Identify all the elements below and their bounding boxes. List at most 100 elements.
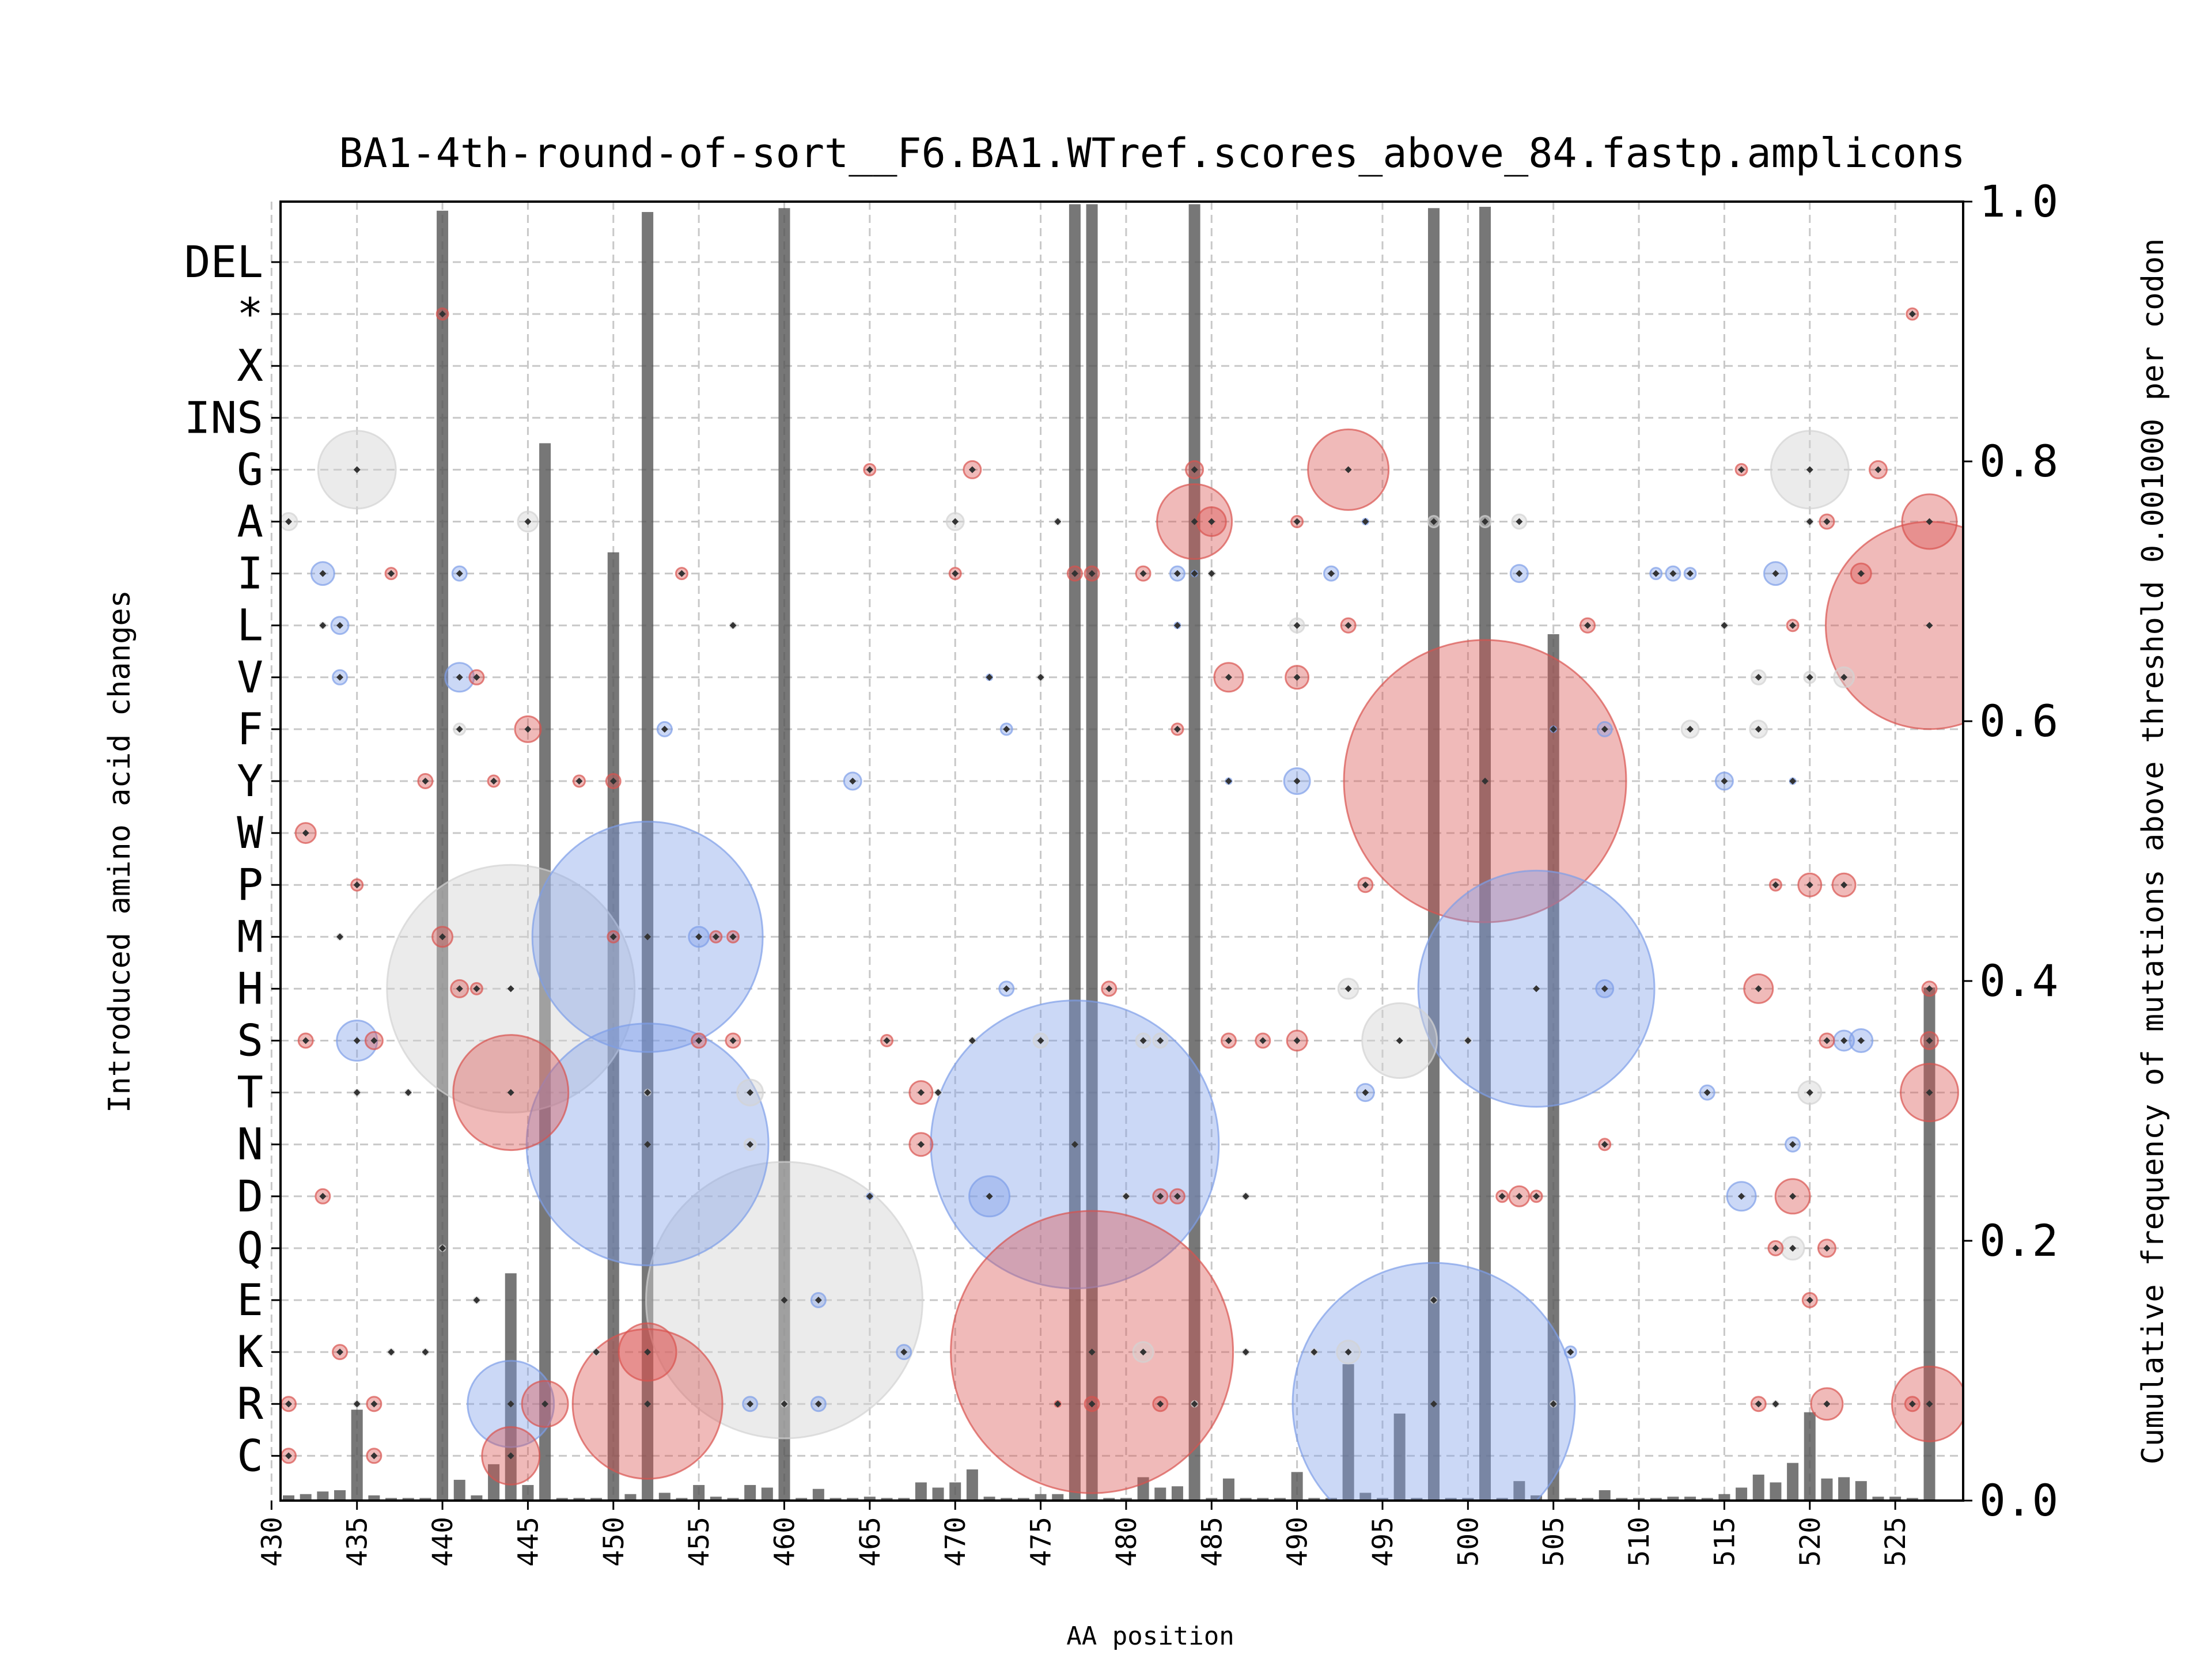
- mutation-dot: [1054, 1400, 1062, 1408]
- frequency-bar: [847, 1498, 859, 1501]
- mutation-dot: [1173, 725, 1181, 733]
- mutation-dot: [319, 1192, 327, 1200]
- frequency-bar: [676, 1498, 688, 1501]
- mutation-dot: [370, 1452, 378, 1460]
- frequency-bar: [642, 212, 654, 1501]
- x-tick-label: 500: [1452, 1517, 1484, 1567]
- mutation-dot: [747, 1141, 754, 1148]
- y-tick-label: Y: [237, 755, 263, 806]
- x-tick-label: 485: [1196, 1517, 1228, 1567]
- frequency-bar: [693, 1484, 705, 1501]
- mutation-dot: [1738, 466, 1745, 474]
- frequency-bar: [812, 1488, 824, 1501]
- mutation-dot: [1225, 1037, 1232, 1044]
- mutation-dot: [1926, 518, 1933, 525]
- mutation-dot: [507, 1400, 514, 1408]
- y-tick-label: X: [237, 340, 263, 391]
- frequency-bar: [915, 1482, 927, 1501]
- mutation-dot: [1293, 1037, 1301, 1044]
- mutation-dot: [1806, 1297, 1813, 1304]
- mutation-dot: [1430, 518, 1438, 525]
- mutation-dot: [524, 518, 532, 525]
- frequency-bar: [1188, 204, 1200, 1501]
- frequency-bar: [1240, 1498, 1252, 1501]
- mutation-dot: [644, 933, 652, 941]
- mutation-dot: [1293, 622, 1301, 629]
- mutation-dot: [336, 673, 344, 681]
- mutation-dot: [678, 570, 685, 577]
- mutation-dot: [1293, 673, 1301, 681]
- mutation-dot: [729, 933, 737, 941]
- mutation-dot: [439, 1244, 446, 1252]
- mutation-dot: [439, 933, 446, 941]
- frequency-bar: [1274, 1498, 1286, 1501]
- mutation-dot: [1721, 778, 1728, 785]
- frequency-bar: [351, 1410, 363, 1501]
- frequency-bar: [1393, 1413, 1406, 1501]
- mutation-dot: [1225, 673, 1232, 681]
- mutation-dot: [644, 1089, 652, 1096]
- mutation-dot: [456, 570, 463, 577]
- frequency-bar: [1616, 1498, 1628, 1501]
- x-axis-label: AA position: [1066, 1622, 1234, 1651]
- mutation-dot: [1908, 1400, 1916, 1408]
- mutation-dot: [1362, 1089, 1369, 1096]
- frequency-bar: [1325, 1498, 1337, 1501]
- mutation-dot: [917, 1089, 925, 1096]
- y-tick-label: T: [237, 1067, 263, 1118]
- frequency-bar: [966, 1469, 978, 1501]
- mutation-dot: [456, 673, 463, 681]
- frequency-bar: [1496, 1498, 1508, 1501]
- frequency-bar: [949, 1482, 961, 1501]
- frequency-bar: [1291, 1472, 1303, 1501]
- frequency-bar: [1872, 1497, 1884, 1501]
- mutation-dot: [1173, 1192, 1181, 1200]
- mutation-dot: [1840, 1037, 1848, 1044]
- frequency-bar: [863, 1497, 876, 1501]
- mutation-dot: [1926, 985, 1933, 993]
- mutation-dot: [1755, 673, 1762, 681]
- mutation-dot: [1259, 1037, 1267, 1044]
- mutation-dot: [1840, 881, 1848, 889]
- mutation-dot: [1293, 778, 1301, 785]
- mutation-dot: [1173, 622, 1181, 629]
- y-axis-label: Introduced amino acid changes: [103, 590, 137, 1113]
- frequency-bar: [778, 208, 790, 1501]
- mutation-dot: [1003, 985, 1010, 993]
- mutation-dot: [1088, 1349, 1096, 1356]
- mutation-dot: [1721, 622, 1728, 629]
- frequency-bar: [1206, 1498, 1218, 1501]
- mutation-dot: [729, 622, 737, 629]
- frequency-bar: [1428, 208, 1440, 1501]
- y-tick-label: C: [237, 1430, 263, 1481]
- frequency-bar: [1017, 1498, 1029, 1501]
- mutation-dot: [285, 518, 293, 525]
- mutation-dot: [1088, 1400, 1096, 1408]
- y-tick-label: R: [237, 1378, 263, 1429]
- mutation-dot: [1857, 1037, 1865, 1044]
- mutation-dot: [1823, 1244, 1831, 1252]
- mutation-dot: [1584, 622, 1592, 629]
- frequency-bar: [522, 1484, 534, 1501]
- mutation-dot: [1652, 570, 1660, 577]
- mutation-dot: [644, 1349, 652, 1356]
- mutation-dot: [490, 778, 498, 785]
- frequency-bar: [983, 1497, 995, 1501]
- mutation-dot: [1498, 1192, 1506, 1200]
- frequency-bar: [1120, 1498, 1132, 1501]
- mutation-dot: [285, 1400, 293, 1408]
- mutation-dot: [815, 1400, 822, 1408]
- frequency-bar: [573, 1498, 585, 1501]
- frequency-bar: [539, 443, 551, 1501]
- mutation-dot: [1139, 1037, 1147, 1044]
- mutation-dot: [1157, 1400, 1164, 1408]
- x-tick-label: 520: [1794, 1517, 1827, 1567]
- mutation-dot: [1293, 518, 1301, 525]
- frequency-bar: [830, 1498, 842, 1501]
- mutation-dot: [1550, 1400, 1557, 1408]
- mutation-dot: [1601, 725, 1608, 733]
- frequency-bar: [300, 1494, 312, 1501]
- frequency-bar: [1565, 1498, 1577, 1501]
- mutation-dot: [849, 778, 857, 785]
